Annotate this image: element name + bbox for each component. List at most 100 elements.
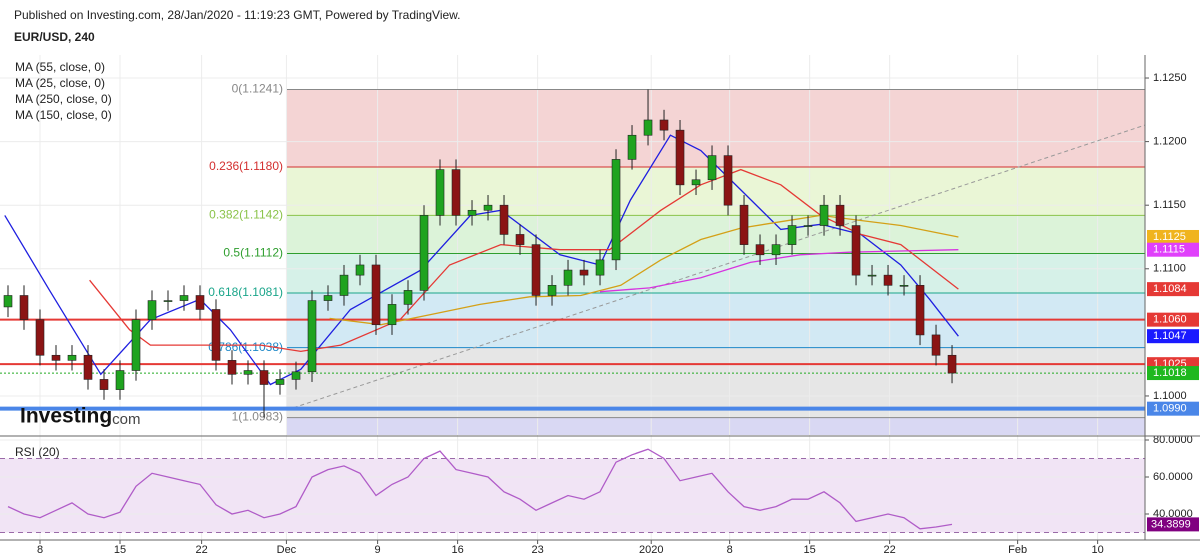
candle-body — [579, 269, 589, 276]
candle-body — [323, 295, 333, 301]
x-tick-label: 22 — [884, 544, 896, 556]
candle-body — [739, 204, 749, 245]
price-tag-label: 1.1047 — [1153, 330, 1187, 342]
fib-band — [287, 347, 1145, 418]
y-tick-label: 1.1150 — [1153, 199, 1186, 211]
x-tick-label: Feb — [1008, 544, 1027, 556]
x-tick-label: 8 — [727, 544, 733, 556]
fib-band — [287, 417, 1145, 435]
candle-body — [915, 285, 925, 336]
x-tick-label: Dec — [277, 544, 297, 556]
price-tag-label: 1.1125 — [1153, 231, 1186, 243]
candle-body — [803, 225, 813, 227]
x-tick-label: 15 — [804, 544, 816, 556]
rsi-band — [0, 458, 1145, 533]
candle-body — [227, 360, 237, 375]
candle-body — [131, 319, 141, 371]
candle-body — [243, 370, 253, 375]
candle-body — [403, 290, 413, 305]
price-tag — [1147, 242, 1199, 257]
price-tag-label: 1.1084 — [1153, 283, 1187, 295]
x-tick-label: 16 — [451, 544, 463, 556]
candle-body — [3, 295, 13, 308]
fib-label: 0.236(1.1180) — [209, 159, 283, 173]
candle-body — [931, 334, 941, 356]
logo-suffix: .com — [108, 411, 141, 428]
candle-body — [115, 370, 125, 390]
moving-average — [89, 168, 959, 353]
indicator-legend: MA (55, close, 0) — [15, 60, 105, 74]
candle-body — [387, 304, 397, 326]
candle-body — [723, 155, 733, 206]
moving-average — [4, 134, 959, 386]
candle-body — [163, 300, 173, 302]
fib-label: 0.382(1.1142) — [209, 208, 283, 222]
candle-body — [707, 155, 717, 181]
chart-layer: 1.1000 1.1100 1.1150 1.1200 1.1250 8 15 22 Dec 9 1… — [0, 55, 1200, 556]
y-tick-label: 60.0000 — [1153, 471, 1193, 483]
y-tick-label: 1.1100 — [1153, 263, 1186, 275]
candle-body — [675, 129, 685, 186]
price-tag — [1147, 329, 1199, 344]
candle-body — [291, 371, 301, 380]
candle-body — [547, 285, 557, 296]
rsi-tag — [1147, 517, 1199, 532]
rsi-title: RSI (20) — [15, 445, 60, 459]
candle-body — [99, 379, 109, 390]
candle-body — [467, 209, 477, 216]
moving-average — [329, 214, 959, 326]
candle-body — [435, 169, 445, 216]
rsi-tag-label: 34.3899 — [1151, 518, 1191, 530]
candle-body — [851, 225, 861, 276]
price-tag — [1147, 401, 1199, 416]
fib-band — [287, 215, 1145, 254]
candle-body — [451, 169, 461, 216]
price-tag-label: 1.1060 — [1153, 314, 1187, 326]
candle-body — [51, 354, 61, 361]
candle-body — [899, 285, 909, 287]
candle-body — [531, 244, 541, 296]
price-tag — [1147, 312, 1199, 327]
candle-body — [483, 204, 493, 211]
fib-label: 1(1.0983) — [232, 410, 283, 424]
symbol: EUR/USD, 240 — [14, 30, 95, 44]
candle-body — [275, 379, 285, 385]
y-tick-label: 1.1250 — [1153, 72, 1187, 84]
candle-body — [419, 215, 429, 291]
logo-brand: Investing — [20, 405, 112, 428]
candle-body — [371, 264, 381, 326]
candle-body — [179, 295, 189, 301]
candle-body — [691, 179, 701, 186]
x-tick-label: 8 — [37, 544, 43, 556]
candle-body — [611, 159, 621, 261]
y-tick-label: 1.1200 — [1153, 136, 1187, 148]
moving-average — [599, 249, 959, 293]
price-tag-label: 1.1018 — [1153, 367, 1187, 379]
candle-body — [819, 204, 829, 226]
candle-body — [867, 274, 877, 277]
candle-body — [147, 300, 157, 320]
price-tag — [1147, 229, 1199, 244]
candle-body — [515, 234, 525, 245]
candle-body — [307, 300, 317, 373]
fib-label: 0.5(1.1112) — [223, 246, 283, 260]
price-tag-label: 1.0990 — [1153, 403, 1187, 415]
candle-body — [355, 264, 365, 276]
candle-body — [259, 370, 269, 385]
indicator-legend: MA (250, close, 0) — [15, 92, 112, 106]
y-tick-label: 80.0000 — [1153, 434, 1193, 446]
x-tick-label: 15 — [114, 544, 126, 556]
candle-body — [339, 274, 349, 296]
candle-body — [627, 134, 637, 160]
trendline — [286, 124, 1146, 411]
fib-label: 0.618(1.1081) — [208, 285, 283, 299]
candle-body — [67, 354, 77, 361]
candle-body — [35, 319, 45, 356]
candle-body — [595, 259, 605, 276]
candle-body — [947, 354, 957, 374]
indicator-legend: MA (150, close, 0) — [15, 108, 112, 122]
candle-body — [563, 269, 573, 286]
rsi-line — [7, 448, 953, 530]
y-tick-label: 1.1000 — [1153, 390, 1187, 402]
